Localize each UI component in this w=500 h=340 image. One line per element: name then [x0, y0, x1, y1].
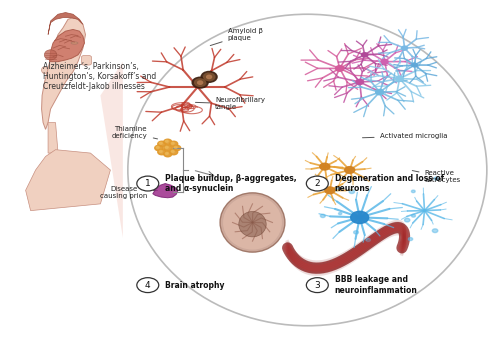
- Text: 3: 3: [314, 280, 320, 290]
- Circle shape: [155, 145, 162, 151]
- Circle shape: [137, 176, 159, 191]
- Polygon shape: [100, 62, 123, 238]
- Circle shape: [306, 176, 328, 191]
- Text: Degeneration and loss of
neurons: Degeneration and loss of neurons: [335, 174, 444, 193]
- Ellipse shape: [71, 42, 78, 44]
- Circle shape: [164, 139, 172, 144]
- Circle shape: [320, 214, 326, 218]
- Circle shape: [170, 149, 177, 155]
- Circle shape: [336, 66, 344, 71]
- Circle shape: [412, 215, 416, 217]
- Circle shape: [412, 63, 418, 67]
- Circle shape: [165, 152, 168, 154]
- Circle shape: [156, 146, 160, 148]
- Text: Neurofibrillary
tangle: Neurofibrillary tangle: [196, 98, 265, 111]
- Circle shape: [320, 163, 330, 170]
- Circle shape: [137, 278, 159, 293]
- Circle shape: [434, 177, 438, 180]
- Circle shape: [174, 146, 177, 148]
- Circle shape: [192, 77, 208, 88]
- Ellipse shape: [220, 193, 285, 252]
- Ellipse shape: [44, 50, 57, 60]
- Circle shape: [408, 238, 412, 241]
- Circle shape: [412, 190, 415, 193]
- FancyBboxPatch shape: [82, 55, 92, 65]
- Circle shape: [432, 229, 438, 233]
- Text: BBB leakage and
neuroinflammation: BBB leakage and neuroinflammation: [335, 275, 417, 295]
- Circle shape: [338, 212, 342, 215]
- Circle shape: [362, 53, 368, 57]
- Polygon shape: [48, 123, 58, 153]
- Circle shape: [366, 238, 370, 241]
- Circle shape: [171, 150, 174, 152]
- Circle shape: [171, 142, 174, 144]
- Circle shape: [356, 79, 364, 85]
- Circle shape: [349, 190, 354, 193]
- Circle shape: [344, 167, 354, 173]
- Circle shape: [404, 218, 410, 222]
- Ellipse shape: [128, 14, 487, 326]
- Circle shape: [165, 140, 168, 142]
- Text: 1: 1: [145, 179, 150, 188]
- Circle shape: [164, 151, 172, 157]
- Text: Plaque buildup, β-aggregates,
and α-synuclein: Plaque buildup, β-aggregates, and α-synu…: [165, 174, 297, 193]
- Circle shape: [170, 141, 177, 147]
- Circle shape: [354, 231, 358, 234]
- Text: Amyloid β
plaque: Amyloid β plaque: [210, 28, 262, 46]
- Text: 4: 4: [145, 280, 150, 290]
- Circle shape: [306, 278, 328, 293]
- Circle shape: [172, 145, 180, 151]
- Polygon shape: [48, 13, 83, 35]
- Polygon shape: [42, 18, 86, 129]
- Ellipse shape: [239, 211, 266, 237]
- Circle shape: [325, 187, 335, 194]
- Circle shape: [396, 76, 404, 81]
- Polygon shape: [153, 184, 178, 198]
- Text: Alzheimer’s, Parkinson’s,
Huntington’s, Korsakoff’s and
Creutzfeldt-Jakob illnes: Alzheimer’s, Parkinson’s, Huntington’s, …: [43, 62, 156, 91]
- Ellipse shape: [42, 67, 48, 73]
- Polygon shape: [26, 150, 110, 211]
- Circle shape: [160, 150, 162, 152]
- Ellipse shape: [164, 186, 173, 190]
- Circle shape: [376, 89, 384, 95]
- Circle shape: [198, 81, 202, 84]
- Text: Activated microglia: Activated microglia: [362, 133, 447, 139]
- Circle shape: [206, 75, 212, 79]
- Circle shape: [334, 188, 339, 191]
- Text: Thiamine
deficiency: Thiamine deficiency: [112, 126, 158, 139]
- Polygon shape: [50, 30, 84, 62]
- Circle shape: [158, 149, 166, 155]
- Circle shape: [158, 141, 166, 147]
- Text: Reactive
astrocytes: Reactive astrocytes: [412, 170, 461, 183]
- Circle shape: [350, 211, 368, 223]
- Circle shape: [402, 46, 407, 50]
- Circle shape: [201, 71, 217, 82]
- Circle shape: [165, 146, 168, 148]
- Circle shape: [204, 73, 214, 81]
- Circle shape: [381, 59, 388, 64]
- Circle shape: [160, 142, 162, 144]
- Text: 2: 2: [314, 179, 320, 188]
- Text: Disease
causing prion: Disease causing prion: [100, 186, 158, 199]
- Circle shape: [164, 145, 172, 151]
- Circle shape: [194, 79, 205, 86]
- Ellipse shape: [223, 195, 282, 250]
- Text: Brain atrophy: Brain atrophy: [165, 280, 224, 290]
